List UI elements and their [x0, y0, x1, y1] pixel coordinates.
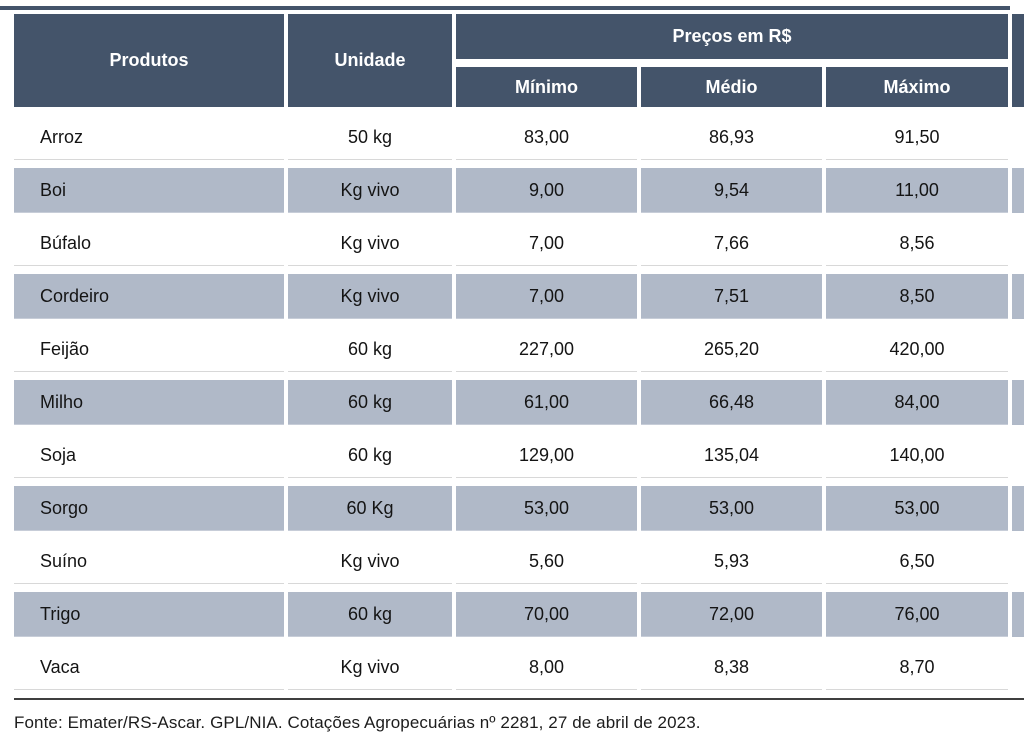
cell-unidade: Kg vivo — [288, 221, 452, 266]
cell-medio: 66,48 — [641, 380, 822, 425]
cropped-column-sliver — [1012, 539, 1024, 584]
cell-medio: 9,54 — [641, 168, 822, 213]
cropped-column-sliver — [1012, 274, 1024, 319]
cell-minimo: 7,00 — [456, 274, 637, 319]
table-row: Cordeiro Kg vivo 7,00 7,51 8,50 — [14, 274, 1024, 319]
cell-minimo: 9,00 — [456, 168, 637, 213]
cell-unidade: Kg vivo — [288, 539, 452, 584]
cell-produto: Suíno — [14, 539, 284, 584]
cell-unidade: Kg vivo — [288, 168, 452, 213]
cell-minimo: 8,00 — [456, 645, 637, 690]
cell-minimo: 61,00 — [456, 380, 637, 425]
header-row-sub: Mínimo Médio Máximo — [14, 67, 1024, 107]
cell-minimo: 5,60 — [456, 539, 637, 584]
cell-produto: Arroz — [14, 115, 284, 160]
col-header-medio: Médio — [641, 67, 822, 107]
cell-minimo: 7,00 — [456, 221, 637, 266]
cell-maximo: 420,00 — [826, 327, 1009, 372]
table-body: Arroz 50 kg 83,00 86,93 91,50 Boi Kg viv… — [14, 115, 1024, 690]
cell-maximo: 53,00 — [826, 486, 1009, 531]
cell-unidade: 60 kg — [288, 433, 452, 478]
cell-medio: 8,38 — [641, 645, 822, 690]
cell-unidade: 60 kg — [288, 327, 452, 372]
table-header: Produtos Unidade Preços em R$ Mínimo Méd… — [14, 14, 1024, 107]
cell-produto: Soja — [14, 433, 284, 478]
col-header-unidade: Unidade — [288, 14, 452, 107]
table-bottom-border — [14, 698, 1024, 700]
price-table-page: Produtos Unidade Preços em R$ Mínimo Méd… — [0, 6, 1024, 753]
table-row: Feijão 60 kg 227,00 265,20 420,00 — [14, 327, 1024, 372]
cell-medio: 5,93 — [641, 539, 822, 584]
table-row: Milho 60 kg 61,00 66,48 84,00 — [14, 380, 1024, 425]
table-row: Boi Kg vivo 9,00 9,54 11,00 — [14, 168, 1024, 213]
col-header-minimo: Mínimo — [456, 67, 637, 107]
cropped-column-sliver — [1012, 168, 1024, 213]
cell-produto: Feijão — [14, 327, 284, 372]
cell-medio: 7,66 — [641, 221, 822, 266]
cell-produto: Vaca — [14, 645, 284, 690]
cropped-row-strip — [0, 6, 1010, 10]
cell-unidade: Kg vivo — [288, 645, 452, 690]
cell-minimo: 70,00 — [456, 592, 637, 637]
col-header-produtos: Produtos — [14, 14, 284, 107]
table-row: Búfalo Kg vivo 7,00 7,66 8,56 — [14, 221, 1024, 266]
cell-produto: Trigo — [14, 592, 284, 637]
source-note: Fonte: Emater/RS-Ascar. GPL/NIA. Cotaçõe… — [14, 713, 701, 732]
cell-medio: 135,04 — [641, 433, 822, 478]
price-table: Produtos Unidade Preços em R$ Mínimo Méd… — [10, 6, 1024, 698]
cell-maximo: 91,50 — [826, 115, 1009, 160]
cell-unidade: 60 Kg — [288, 486, 452, 531]
cell-unidade: Kg vivo — [288, 274, 452, 319]
cell-minimo: 227,00 — [456, 327, 637, 372]
cell-maximo: 8,50 — [826, 274, 1009, 319]
table-row: Trigo 60 kg 70,00 72,00 76,00 — [14, 592, 1024, 637]
header-row-top: Produtos Unidade Preços em R$ — [14, 14, 1024, 107]
cropped-column-sliver — [1012, 115, 1024, 160]
cell-maximo: 84,00 — [826, 380, 1009, 425]
cell-produto: Sorgo — [14, 486, 284, 531]
col-header-precos-group: Preços em R$ — [456, 14, 1009, 59]
cell-maximo: 8,70 — [826, 645, 1009, 690]
cell-maximo: 76,00 — [826, 592, 1009, 637]
table-row: Soja 60 kg 129,00 135,04 140,00 — [14, 433, 1024, 478]
col-header-maximo: Máximo — [826, 67, 1009, 107]
cell-unidade: 60 kg — [288, 592, 452, 637]
table-row: Suíno Kg vivo 5,60 5,93 6,50 — [14, 539, 1024, 584]
cell-medio: 72,00 — [641, 592, 822, 637]
cell-medio: 86,93 — [641, 115, 822, 160]
cell-maximo: 140,00 — [826, 433, 1009, 478]
cell-minimo: 129,00 — [456, 433, 637, 478]
cell-produto: Búfalo — [14, 221, 284, 266]
cell-unidade: 50 kg — [288, 115, 452, 160]
cell-maximo: 11,00 — [826, 168, 1009, 213]
cell-minimo: 53,00 — [456, 486, 637, 531]
cell-minimo: 83,00 — [456, 115, 637, 160]
cell-produto: Milho — [14, 380, 284, 425]
cropped-column-sliver — [1012, 486, 1024, 531]
cropped-column-sliver-header — [1012, 14, 1024, 107]
cropped-column-sliver — [1012, 592, 1024, 637]
cell-produto: Cordeiro — [14, 274, 284, 319]
table-row: Sorgo 60 Kg 53,00 53,00 53,00 — [14, 486, 1024, 531]
cropped-column-sliver — [1012, 433, 1024, 478]
cell-maximo: 8,56 — [826, 221, 1009, 266]
cell-medio: 265,20 — [641, 327, 822, 372]
table-row: Arroz 50 kg 83,00 86,93 91,50 — [14, 115, 1024, 160]
cropped-column-sliver — [1012, 380, 1024, 425]
cell-unidade: 60 kg — [288, 380, 452, 425]
cell-medio: 7,51 — [641, 274, 822, 319]
cell-maximo: 6,50 — [826, 539, 1009, 584]
cropped-column-sliver — [1012, 221, 1024, 266]
table-row: Vaca Kg vivo 8,00 8,38 8,70 — [14, 645, 1024, 690]
cropped-column-sliver — [1012, 327, 1024, 372]
cell-produto: Boi — [14, 168, 284, 213]
cropped-column-sliver — [1012, 645, 1024, 690]
cell-medio: 53,00 — [641, 486, 822, 531]
